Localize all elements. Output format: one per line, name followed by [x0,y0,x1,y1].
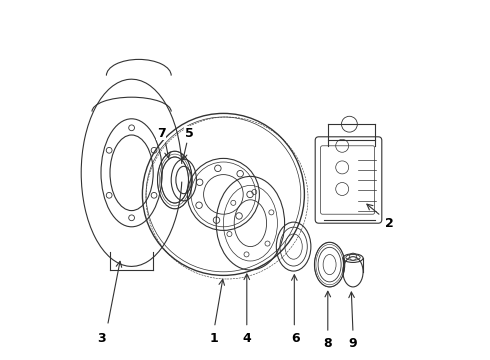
Text: 7: 7 [157,127,166,140]
Text: 4: 4 [243,332,251,345]
Text: 2: 2 [385,217,393,230]
Text: 9: 9 [349,337,357,350]
Text: 6: 6 [291,332,300,345]
Text: 3: 3 [97,332,105,345]
Text: 5: 5 [185,127,194,140]
Text: 1: 1 [210,332,219,345]
Text: 8: 8 [323,337,332,350]
